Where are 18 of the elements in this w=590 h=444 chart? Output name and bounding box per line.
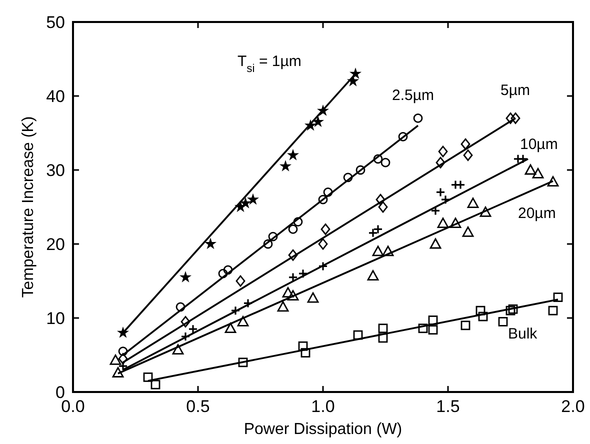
y-axis-title: Temperature Increase (K) — [20, 116, 37, 298]
series-label: 10µm — [520, 136, 558, 153]
y-tick-label: 50 — [46, 13, 65, 32]
series-label: Bulk — [508, 325, 538, 342]
x-tick-label: 2.0 — [561, 397, 585, 416]
y-tick-label: 40 — [46, 87, 65, 106]
x-tick-label: 0.5 — [186, 397, 210, 416]
x-tick-label: 1.0 — [311, 397, 335, 416]
x-axis-title: Power Dissipation (W) — [244, 421, 402, 438]
x-tick-label: 0.0 — [61, 397, 85, 416]
y-tick-label: 30 — [46, 161, 65, 180]
y-tick-label: 10 — [46, 309, 65, 328]
series-label: 2.5µm — [392, 87, 434, 104]
text: T$_{si}$ = 1µm — [238, 52, 302, 75]
y-tick-label: 20 — [46, 235, 65, 254]
series-label: 20µm — [518, 204, 556, 222]
x-tick-label: 1.5 — [436, 397, 460, 416]
series-label: 5µm — [500, 82, 530, 100]
